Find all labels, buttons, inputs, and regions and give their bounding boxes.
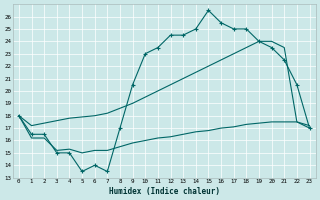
X-axis label: Humidex (Indice chaleur): Humidex (Indice chaleur): [109, 187, 220, 196]
